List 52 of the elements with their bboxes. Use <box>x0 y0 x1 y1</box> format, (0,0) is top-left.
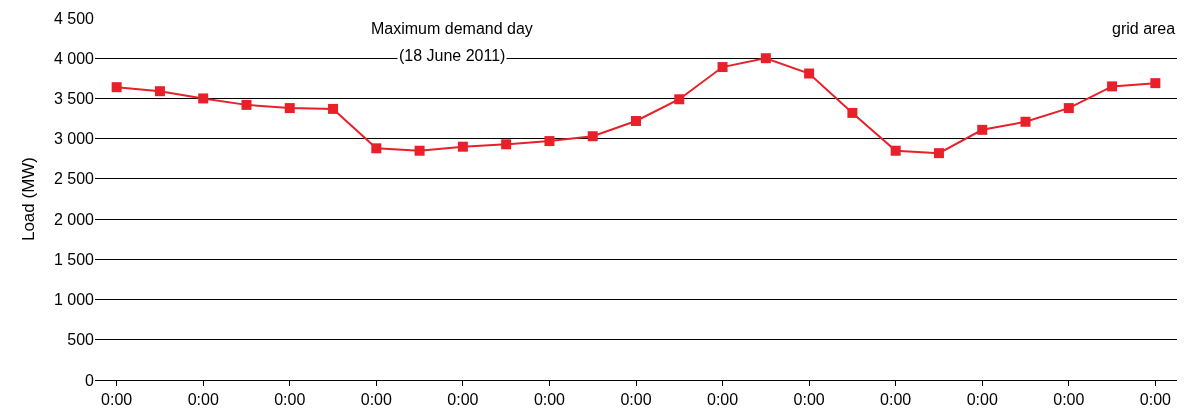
point <box>154 86 165 97</box>
annotation: grid area <box>1112 20 1176 37</box>
point <box>284 103 295 114</box>
y-axis-title: Load (MW) <box>18 156 38 242</box>
y-tick-label: 1 000 <box>53 291 95 309</box>
y-tick-label: 1 500 <box>53 250 95 268</box>
point <box>501 139 512 150</box>
point <box>760 53 771 64</box>
point <box>674 94 685 105</box>
annotation: Maximum demand day <box>371 20 533 37</box>
y-tick-label: 2 500 <box>53 170 95 188</box>
point <box>847 107 858 118</box>
x-tick-label: 0:00 <box>880 391 912 409</box>
point <box>977 124 988 135</box>
x-tick-label: 0:00 <box>360 391 392 409</box>
x-tick-label: 0:00 <box>187 391 219 409</box>
point <box>1020 116 1031 127</box>
x-tick-label: 0:00 <box>447 391 479 409</box>
point <box>717 62 728 73</box>
y-tick-label: 2 000 <box>53 210 95 228</box>
point <box>457 141 468 152</box>
y-tick-label: 0 <box>85 371 95 389</box>
point <box>1063 103 1074 114</box>
point <box>111 82 122 93</box>
point <box>414 145 425 156</box>
y-tick-label: 4 000 <box>53 49 95 67</box>
point <box>371 143 382 154</box>
x-tick-label: 0:00 <box>793 391 825 409</box>
point <box>544 136 555 147</box>
point <box>328 103 339 114</box>
x-tick-label: 0:00 <box>1053 391 1085 409</box>
x-tick-label: 0:00 <box>966 391 998 409</box>
x-tick-label: 0:00 <box>101 391 133 409</box>
x-tick-label: 0:00 <box>1139 391 1172 409</box>
point <box>198 93 209 104</box>
x-tick-label: 0:00 <box>620 391 652 409</box>
point <box>587 131 598 142</box>
y-tick-label: 500 <box>67 331 95 349</box>
point <box>890 145 901 156</box>
point <box>1107 81 1118 92</box>
point <box>631 115 641 126</box>
point <box>933 148 944 159</box>
annotation: (18 June 2011) <box>399 47 506 64</box>
x-tick-label: 0:00 <box>706 391 739 409</box>
point <box>804 68 815 79</box>
y-tick-label: 3 000 <box>53 130 95 148</box>
y-tick-label: 3 500 <box>53 90 95 108</box>
x-tick-label: 0:00 <box>274 391 306 409</box>
x-tick-label: 0:00 <box>533 391 566 409</box>
point <box>241 99 252 110</box>
y-tick-label: 4 500 <box>53 9 95 27</box>
point <box>1150 78 1161 89</box>
